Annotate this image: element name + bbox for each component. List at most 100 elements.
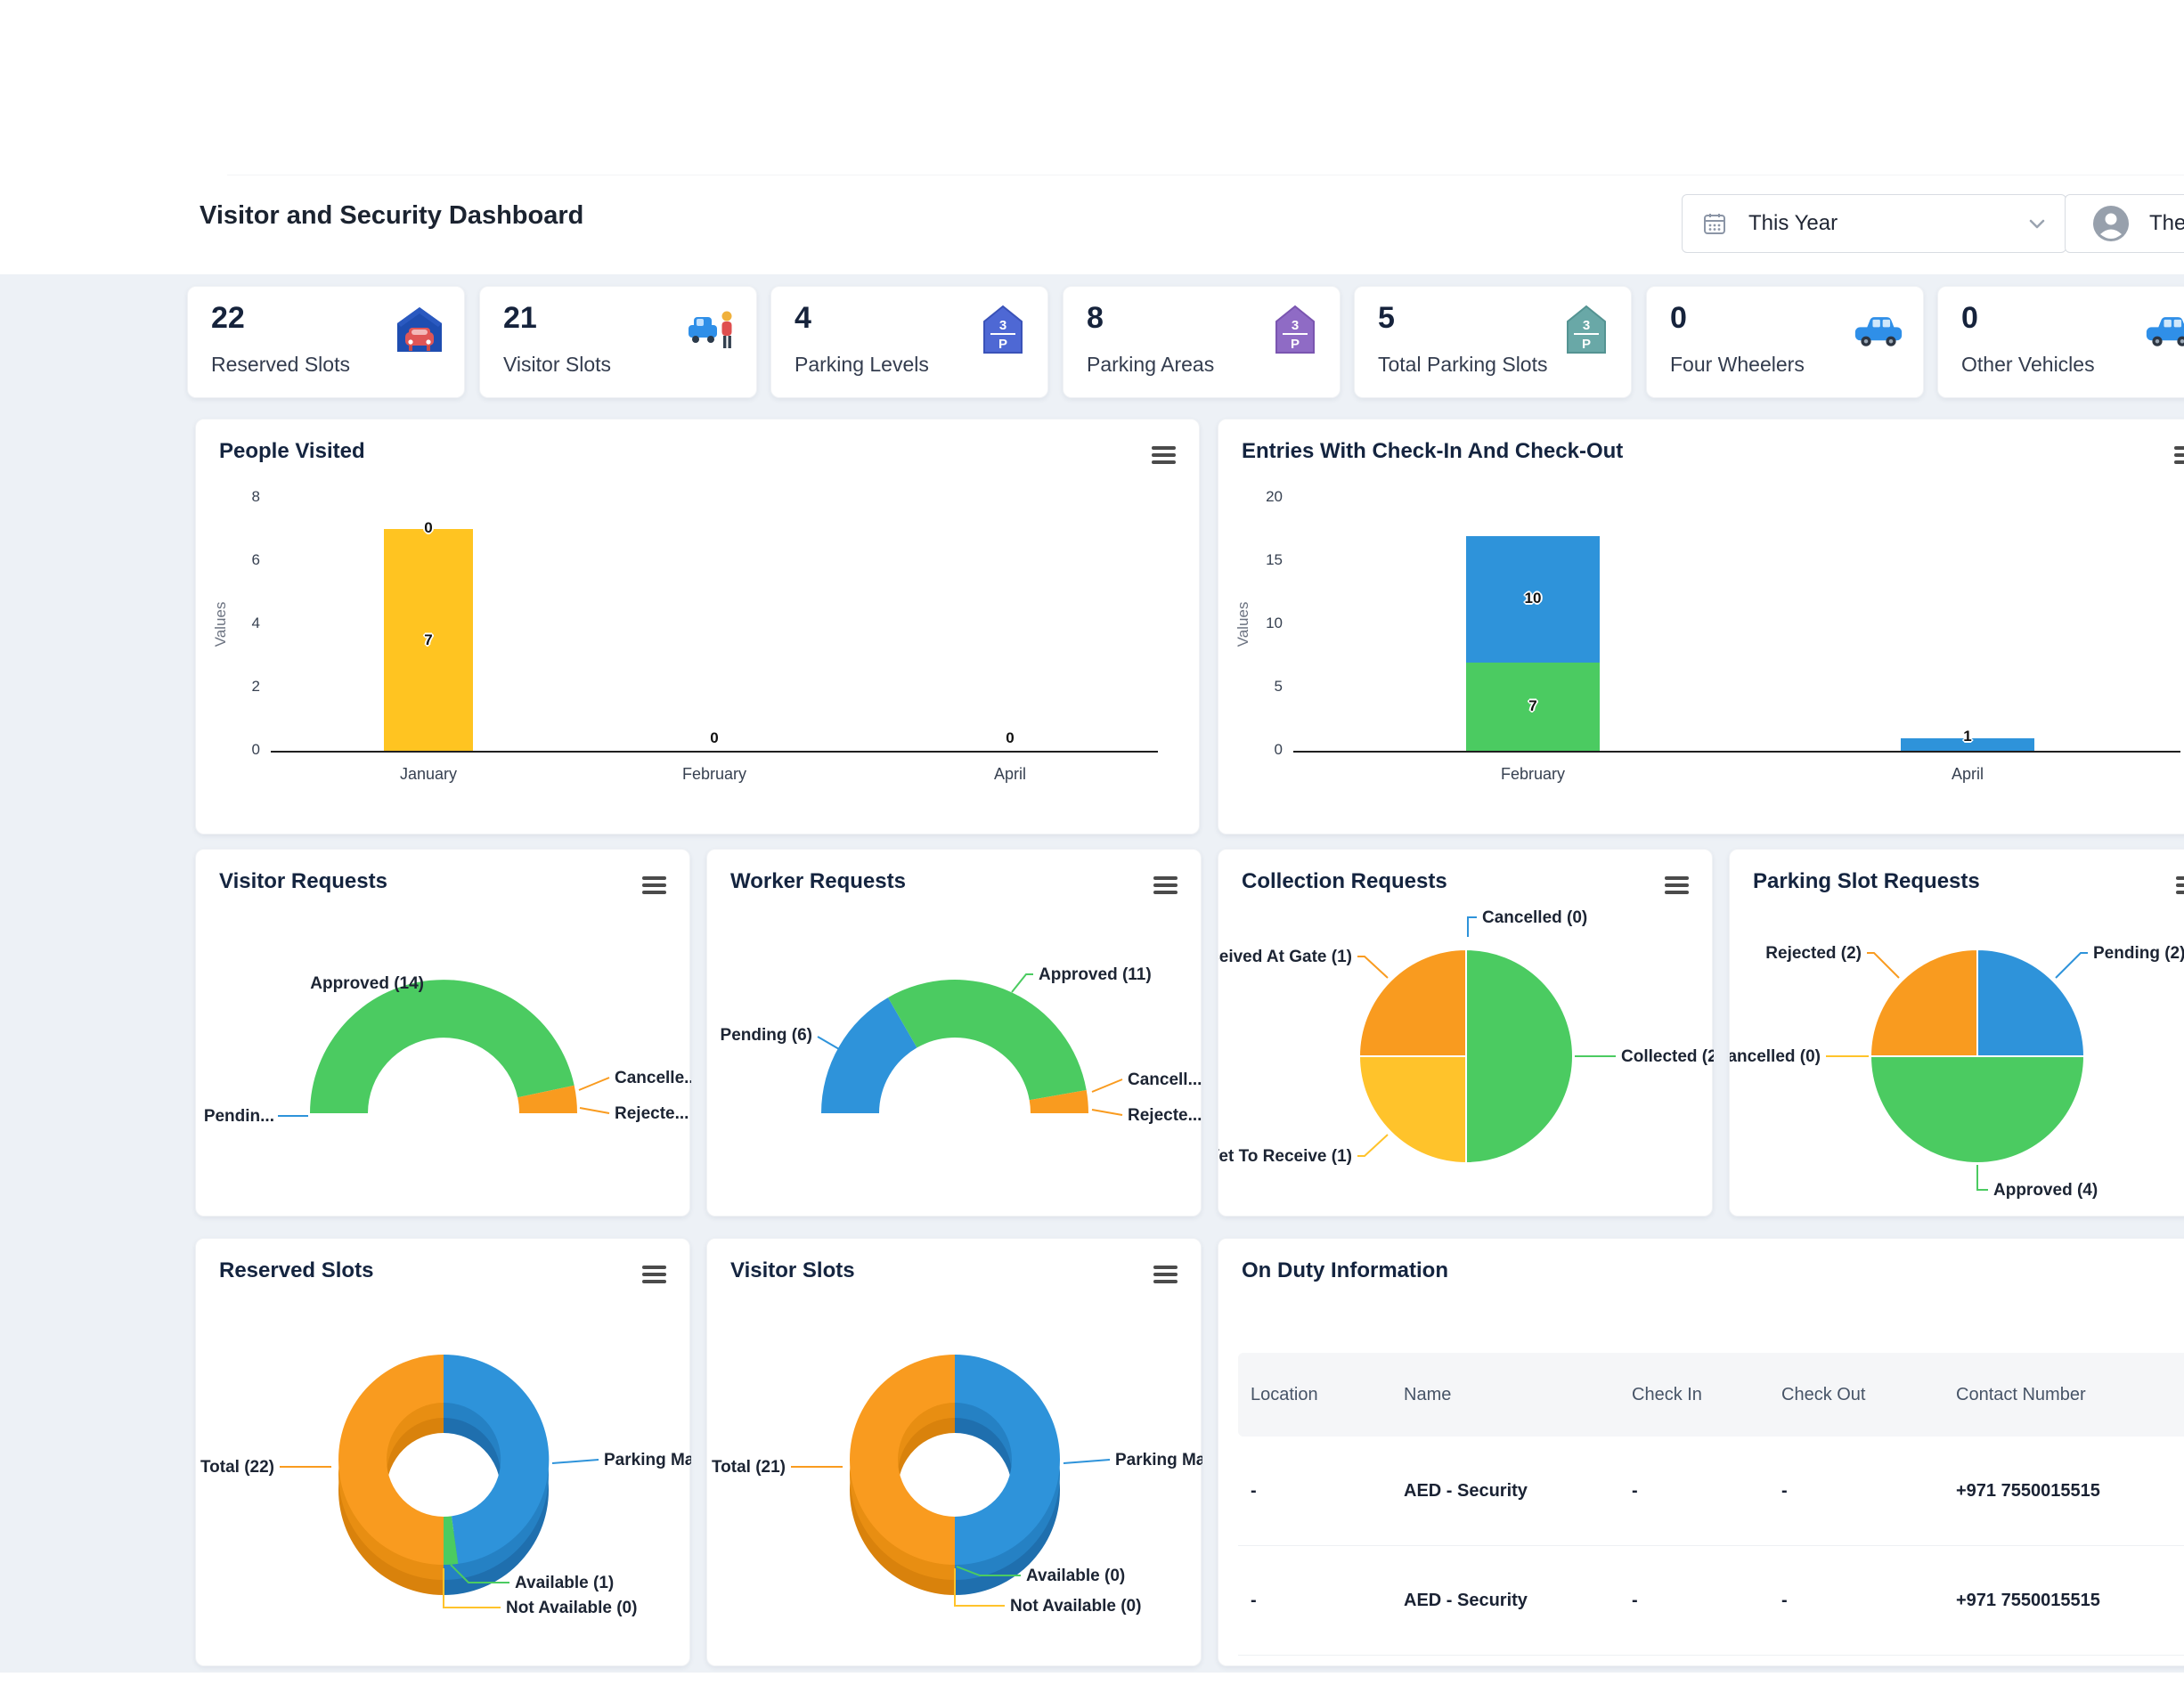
slice-label: Cancell... [1128, 1070, 1202, 1089]
parking-master-slice [444, 1354, 550, 1564]
column-header-location: Location [1251, 1384, 1318, 1404]
slice-label: Not Available (0) [506, 1599, 637, 1617]
column-header-name: Name [1404, 1384, 1452, 1404]
column-header-check-out: Check Out [1781, 1384, 1866, 1404]
worker-requests-card: Worker Requests Pending (6) Approved (11… [706, 849, 1202, 1217]
kpi-card-visitor-slots: 21 Visitor Slots [479, 286, 757, 398]
cell-contact-number: +971 7550015515 [1956, 1480, 2100, 1501]
chart-menu-button[interactable] [1153, 876, 1178, 894]
slice-label: Total (21) [712, 1458, 786, 1477]
parking-master-callout-line [1063, 1459, 1111, 1464]
slice-label: Pending (6) [721, 1026, 812, 1045]
not-available-callout-line [443, 1568, 501, 1608]
cell-contact-number: +971 7550015515 [1956, 1590, 2100, 1610]
chart-title: People Visited [219, 439, 365, 463]
rejected-callout-line [1091, 1109, 1123, 1116]
bar-february-checkout [1466, 536, 1600, 663]
chart-title: Collection Requests [1242, 869, 1447, 893]
slice-label: Rejected (2) [1765, 944, 1862, 963]
chart-menu-button[interactable] [2176, 876, 2184, 894]
cell-check-out: - [1781, 1590, 1788, 1610]
svg-text:3: 3 [999, 318, 1006, 333]
kpi-card-total-parking-slots: 5 Total Parking Slots 3 P [1354, 286, 1632, 398]
chart-title: Entries With Check-In And Check-Out [1242, 439, 1624, 463]
car-blue-icon [1854, 317, 1903, 346]
period-selector[interactable]: This Year [1682, 194, 2066, 253]
y-tick: 2 [251, 678, 260, 695]
slice-label: Not Available (0) [1010, 1597, 1141, 1616]
chart-menu-button[interactable] [642, 876, 666, 894]
slice-label: Parking Master (21) [1115, 1451, 1202, 1469]
entries-check-in-out-card: Entries With Check-In And Check-Out Valu… [1218, 419, 2184, 834]
available-slice [444, 1516, 459, 1566]
visitor-slots-chart: Total (21) Parking Master (21) Available… [712, 1355, 1202, 1616]
kpi-card-parking-areas: 8 Parking Areas 3 P [1063, 286, 1341, 398]
parking-tower-teal-icon: 3 P [1567, 305, 1606, 354]
slice-label: Cancelled (0) [1730, 1047, 1821, 1066]
kpi-card-parking-levels: 4 Parking Levels 3 P [770, 286, 1048, 398]
pending-callout-line [817, 1036, 840, 1050]
parking-slot-requests-card: Parking Slot Requests Pending (2) Reject… [1729, 849, 2184, 1217]
collected-slice [1465, 948, 1575, 1165]
slice-label: Parking Master (21) [604, 1451, 691, 1469]
x-label: February [681, 765, 747, 783]
chart-title: Reserved Slots [219, 1258, 374, 1282]
bar-label-january-top: 0 [424, 519, 433, 536]
bar-january [384, 529, 473, 751]
visitor-slots-card: Visitor Slots Total (21) Parking Master … [706, 1238, 1202, 1666]
slice-label: Approved (14) [310, 974, 424, 993]
pending-slice [821, 997, 917, 1113]
chart-menu-button[interactable] [1152, 446, 1176, 464]
slice-label: Yet To Receive (1) [1218, 1147, 1352, 1166]
kpi-label: Reserved Slots [211, 353, 350, 376]
x-axis-line [1293, 751, 2180, 753]
parking-master-callout-line [551, 1459, 599, 1464]
reserved-slots-chart: Total (22) Parking Master (21) Available… [200, 1354, 691, 1617]
slice-label: Collected (2) [1621, 1047, 1714, 1066]
approved-slice [310, 980, 575, 1113]
chart-menu-button[interactable] [2174, 446, 2184, 464]
x-label: January [399, 765, 458, 783]
rejected-callout-line [579, 1107, 610, 1114]
kpi-label: Other Vehicles [1961, 353, 2095, 376]
chart-menu-button[interactable] [1153, 1266, 1178, 1283]
cell-location: - [1251, 1590, 1257, 1610]
kpi-value: 8 [1087, 301, 1104, 335]
kpi-value: 21 [503, 301, 537, 335]
cancelled-callout-line [1091, 1079, 1123, 1093]
y-tick: 15 [1266, 551, 1283, 568]
chart-title: Visitor Slots [730, 1258, 855, 1282]
slice-label: Total (22) [200, 1458, 274, 1477]
chart-menu-button[interactable] [642, 1266, 666, 1283]
user-menu[interactable]: The [2065, 194, 2184, 253]
kpi-card-reserved-slots: 22 Reserved Slots [187, 286, 465, 398]
bar-february-checkin [1466, 663, 1600, 751]
slice-label: Rejecte... [1128, 1106, 1202, 1125]
cell-check-in: - [1632, 1480, 1638, 1501]
bar-label-february: 0 [710, 729, 719, 746]
user-avatar-icon [2093, 206, 2129, 241]
approved-callout-line [1011, 973, 1033, 993]
visitor-requests-card: Visitor Requests Approved (14) Pendin...… [195, 849, 691, 1217]
kpi-card-four-wheelers: 0 Four Wheelers [1646, 286, 1924, 398]
x-label: February [1500, 765, 1566, 783]
chart-menu-button[interactable] [1665, 876, 1689, 894]
car-person-icon [689, 311, 732, 348]
y-tick: 0 [251, 741, 260, 758]
slice-label: Approved (11) [1039, 965, 1152, 984]
cell-check-in: - [1632, 1590, 1638, 1610]
slice-label: Pending (2) [2093, 944, 2184, 963]
yet-to-receive-callout-line [1357, 1134, 1389, 1157]
rejected-slice [517, 1085, 577, 1113]
available-callout-line [956, 1566, 1021, 1576]
bar-label-february-bottom: 7 [1528, 697, 1537, 714]
table-title: On Duty Information [1242, 1258, 1448, 1282]
x-label: April [1951, 765, 1984, 783]
kpi-value: 0 [1961, 301, 1978, 335]
kpi-card-other-vehicles: 0 Other Vehicles [1937, 286, 2184, 398]
kpi-label: Parking Areas [1087, 353, 1215, 376]
total-slice [338, 1355, 444, 1565]
rejected-callout-line [1867, 952, 1900, 979]
slice-label: Rejecte... [615, 1104, 689, 1123]
svg-text:3: 3 [1292, 318, 1299, 333]
